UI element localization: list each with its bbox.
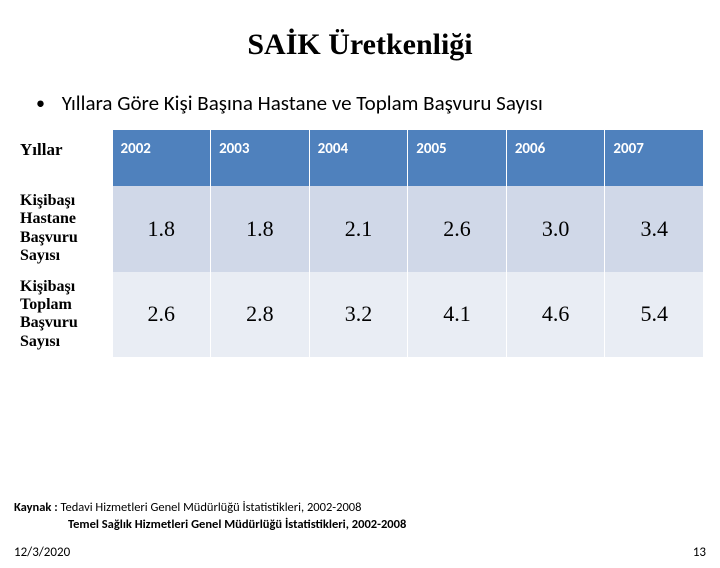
footer-page: 13 bbox=[693, 545, 706, 560]
cell: 2.6 bbox=[408, 186, 507, 272]
source-block: Kaynak : Tedavi Hizmetleri Genel Müdürlü… bbox=[14, 500, 406, 534]
source-line2: Temel Sağlık Hizmetleri Genel Müdürlüğü … bbox=[68, 517, 406, 532]
col-2002: 2002 bbox=[112, 130, 211, 186]
cell: 5.4 bbox=[605, 272, 704, 358]
cell: 3.4 bbox=[605, 186, 704, 272]
bullet-icon: • bbox=[36, 92, 45, 114]
cell: 2.6 bbox=[112, 272, 211, 358]
table-row: Kişibaşı Toplam Başvuru Sayısı 2.6 2.8 3… bbox=[16, 272, 704, 358]
col-2003: 2003 bbox=[211, 130, 310, 186]
cell: 2.1 bbox=[309, 186, 408, 272]
col-2006: 2006 bbox=[506, 130, 605, 186]
subtitle-text: Yıllara Göre Kişi Başına Hastane ve Topl… bbox=[62, 90, 543, 116]
table-row: Kişibaşı Hastane Başvuru Sayısı 1.8 1.8 … bbox=[16, 186, 704, 272]
cell: 3.2 bbox=[309, 272, 408, 358]
table-corner-label: Yıllar bbox=[16, 130, 112, 186]
cell: 1.8 bbox=[211, 186, 310, 272]
col-2004: 2004 bbox=[309, 130, 408, 186]
data-table: Yıllar 2002 2003 2004 2005 2006 2007 Kiş… bbox=[16, 130, 704, 357]
table-header-row: Yıllar 2002 2003 2004 2005 2006 2007 bbox=[16, 130, 704, 186]
cell: 4.6 bbox=[506, 272, 605, 358]
subtitle-row: • Yıllara Göre Kişi Başına Hastane ve To… bbox=[36, 88, 720, 116]
page-title: SAİK Üretkenliği bbox=[0, 28, 720, 62]
col-2007: 2007 bbox=[605, 130, 704, 186]
footer-date: 12/3/2020 bbox=[14, 545, 70, 560]
cell: 4.1 bbox=[408, 272, 507, 358]
col-2005: 2005 bbox=[408, 130, 507, 186]
cell: 1.8 bbox=[112, 186, 211, 272]
source-prefix: Kaynak : bbox=[14, 500, 58, 515]
row-label-hospital: Kişibaşı Hastane Başvuru Sayısı bbox=[16, 186, 112, 272]
cell: 3.0 bbox=[506, 186, 605, 272]
source-line1: Tedavi Hizmetleri Genel Müdürlüğü İstati… bbox=[61, 500, 362, 515]
row-label-total: Kişibaşı Toplam Başvuru Sayısı bbox=[16, 272, 112, 358]
cell: 2.8 bbox=[211, 272, 310, 358]
